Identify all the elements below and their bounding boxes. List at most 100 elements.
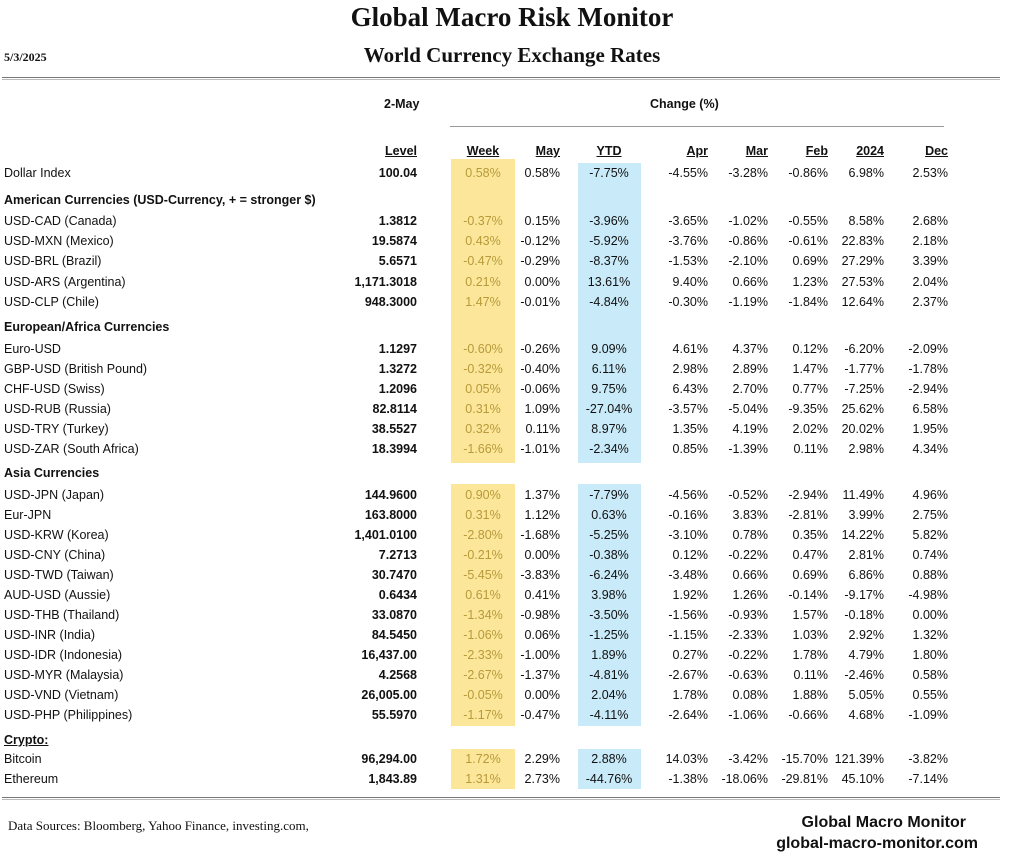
- cell-week: 0.58%: [465, 166, 501, 180]
- row-label: Dollar Index: [4, 166, 71, 180]
- cell-may: 0.58%: [524, 166, 560, 180]
- cell-ytd: -5.25%: [589, 528, 629, 542]
- cell-mar: -1.19%: [728, 295, 768, 309]
- cell-ytd: 1.89%: [591, 648, 627, 662]
- column-header-feb: Feb: [805, 144, 828, 158]
- cell-apr: 6.43%: [672, 382, 708, 396]
- cell-feb: -15.70%: [781, 752, 828, 766]
- column-header-may: May: [535, 144, 560, 158]
- cell-level: 4.2568: [378, 668, 417, 682]
- cell-apr: -3.57%: [668, 402, 708, 416]
- cell-week: 0.21%: [465, 275, 501, 289]
- cell-may: 1.12%: [524, 508, 560, 522]
- cell-week: 0.32%: [465, 422, 501, 436]
- row-label: USD-IDR (Indonesia): [4, 648, 123, 662]
- row-label: USD-CLP (Chile): [4, 295, 99, 309]
- cell-may: 0.15%: [524, 214, 560, 228]
- row-label: USD-INR (India): [4, 628, 95, 642]
- cell-feb: 1.47%: [792, 362, 828, 376]
- cell-apr: -3.65%: [668, 214, 708, 228]
- cell-week: 1.72%: [465, 752, 501, 766]
- row-label: Euro-USD: [4, 342, 61, 356]
- row-label: Eur-JPN: [4, 508, 52, 522]
- cell-ytd: 2.04%: [591, 688, 627, 702]
- section-header: Asia Currencies: [4, 466, 100, 480]
- cell-week: 1.31%: [465, 772, 501, 786]
- cell-level: 7.2713: [378, 548, 417, 562]
- cell-apr: 1.92%: [672, 588, 708, 602]
- cell-apr: -1.38%: [668, 772, 708, 786]
- cell-dec: 4.34%: [912, 442, 948, 456]
- cell-mar: -2.33%: [728, 628, 768, 642]
- cell-feb: 1.88%: [792, 688, 828, 702]
- cell-apr: -2.67%: [668, 668, 708, 682]
- cell-feb: 0.47%: [792, 548, 828, 562]
- cell-2024: 2.98%: [848, 442, 884, 456]
- cell-ytd: -4.84%: [589, 295, 629, 309]
- cell-ytd: -7.79%: [589, 488, 629, 502]
- cell-apr: -0.30%: [668, 295, 708, 309]
- cell-feb: 0.35%: [792, 528, 828, 542]
- cell-apr: 0.12%: [672, 548, 708, 562]
- cell-apr: -3.10%: [668, 528, 708, 542]
- cell-week: -1.06%: [463, 628, 503, 642]
- ytd-highlight-asia: [578, 484, 641, 726]
- row-label: CHF-USD (Swiss): [4, 382, 105, 396]
- cell-ytd: -0.38%: [589, 548, 629, 562]
- cell-apr: -4.55%: [668, 166, 708, 180]
- cell-apr: -2.64%: [668, 708, 708, 722]
- row-label: USD-JPN (Japan): [4, 488, 105, 502]
- cell-mar: -0.86%: [728, 234, 768, 248]
- row-label: USD-CAD (Canada): [4, 214, 117, 228]
- cell-level: 26,005.00: [361, 688, 417, 702]
- cell-week: 0.05%: [465, 382, 501, 396]
- cell-2024: 6.98%: [848, 166, 884, 180]
- cell-mar: -0.22%: [728, 648, 768, 662]
- column-header-2024: 2024: [856, 144, 884, 158]
- cell-may: -1.01%: [520, 442, 560, 456]
- cell-level: 38.5527: [371, 422, 417, 436]
- cell-dec: -3.82%: [908, 752, 948, 766]
- cell-level: 1,171.3018: [354, 275, 417, 289]
- cell-level: 1.3272: [378, 362, 417, 376]
- cell-mar: -2.10%: [728, 254, 768, 268]
- cell-mar: 2.89%: [732, 362, 768, 376]
- cell-feb: 0.11%: [793, 668, 828, 682]
- cell-may: 1.09%: [524, 402, 560, 416]
- cell-feb: 1.23%: [792, 275, 828, 289]
- cell-2024: 2.92%: [848, 628, 884, 642]
- cell-2024: 22.83%: [841, 234, 884, 248]
- cell-level: 82.8114: [372, 402, 418, 416]
- cell-dec: 1.32%: [912, 628, 948, 642]
- cell-feb: -9.35%: [788, 402, 828, 416]
- cell-mar: -1.02%: [728, 214, 768, 228]
- row-label: USD-BRL (Brazil): [4, 254, 102, 268]
- cell-apr: -0.16%: [668, 508, 708, 522]
- cell-mar: 2.70%: [732, 382, 768, 396]
- cell-week: -0.32%: [463, 362, 503, 376]
- cell-feb: 1.57%: [792, 608, 828, 622]
- cell-may: -1.00%: [520, 648, 560, 662]
- cell-dec: 2.37%: [912, 295, 948, 309]
- cell-ytd: 0.63%: [591, 508, 627, 522]
- section-header: American Currencies (USD-Currency, + = s…: [4, 193, 316, 207]
- cell-feb: -2.81%: [788, 508, 828, 522]
- cell-2024: 12.64%: [841, 295, 884, 309]
- cell-week: -2.67%: [463, 668, 503, 682]
- cell-week: -0.37%: [463, 214, 503, 228]
- cell-may: 0.00%: [524, 275, 560, 289]
- cell-ytd: -1.25%: [589, 628, 629, 642]
- cell-ytd: 9.09%: [591, 342, 627, 356]
- cell-level: 96,294.00: [361, 752, 417, 766]
- cell-may: -0.06%: [520, 382, 560, 396]
- cell-ytd: 13.61%: [587, 275, 631, 289]
- cell-may: -0.40%: [520, 362, 560, 376]
- cell-level: 0.6434: [378, 588, 417, 602]
- cell-week: -2.80%: [463, 528, 503, 542]
- top-divider: [2, 77, 1000, 80]
- cell-2024: 14.22%: [841, 528, 884, 542]
- cell-2024: -1.77%: [844, 362, 884, 376]
- row-label: USD-MXN (Mexico): [4, 234, 114, 248]
- row-label: USD-ZAR (South Africa): [4, 442, 139, 456]
- cell-2024: -9.17%: [844, 588, 884, 602]
